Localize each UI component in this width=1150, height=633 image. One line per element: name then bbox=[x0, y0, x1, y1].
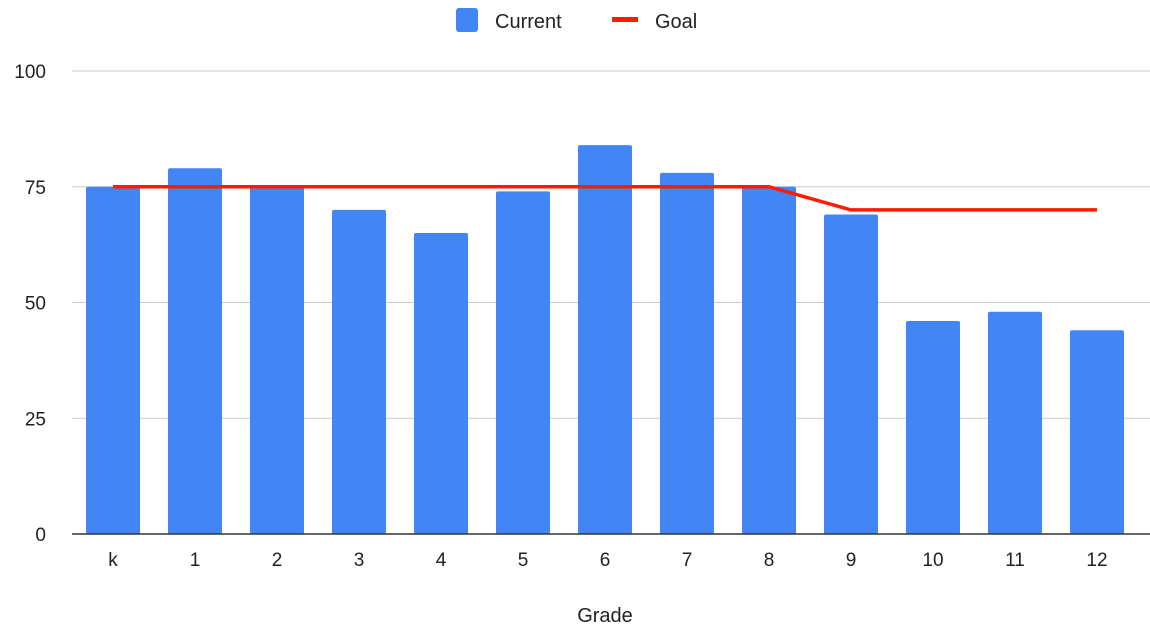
bar-11 bbox=[988, 311, 1042, 534]
x-tick-label: 1 bbox=[190, 550, 201, 571]
legend: Current Goal bbox=[456, 8, 697, 33]
bar-10 bbox=[906, 321, 960, 534]
x-tick-label: 9 bbox=[846, 550, 857, 571]
legend-label-goal: Goal bbox=[655, 11, 697, 33]
x-tick-label: 5 bbox=[518, 550, 529, 571]
bar-8 bbox=[742, 186, 796, 534]
bar-5 bbox=[496, 191, 550, 534]
x-tick-label: 12 bbox=[1086, 550, 1107, 571]
y-tick-label: 25 bbox=[25, 409, 46, 430]
x-tick-label: 10 bbox=[922, 550, 943, 571]
legend-swatch-goal bbox=[612, 17, 638, 22]
legend-swatch-current bbox=[456, 8, 478, 32]
y-tick-label: 100 bbox=[14, 62, 46, 83]
bar-12 bbox=[1070, 330, 1124, 534]
bar-2 bbox=[250, 186, 304, 534]
bar-1 bbox=[168, 168, 222, 535]
line-series-goal bbox=[113, 185, 1097, 212]
bar-series-current bbox=[86, 145, 1124, 535]
y-tick-label: 75 bbox=[25, 178, 46, 199]
bar-k bbox=[86, 186, 140, 534]
bar-3 bbox=[332, 209, 386, 534]
x-tick-label: 4 bbox=[436, 550, 447, 571]
y-axis-ticks: 0 25 50 75 100 bbox=[14, 62, 46, 546]
y-tick-label: 50 bbox=[25, 294, 46, 315]
y-tick-label: 0 bbox=[35, 525, 46, 546]
x-tick-label: 11 bbox=[1005, 550, 1025, 571]
bar-6 bbox=[578, 145, 632, 534]
x-axis-ticks: k 1 2 3 4 5 6 7 8 9 10 11 12 bbox=[108, 550, 1107, 571]
legend-label-current: Current bbox=[495, 11, 562, 33]
x-tick-label: 3 bbox=[354, 550, 365, 571]
bar-9 bbox=[824, 214, 878, 534]
x-tick-label: k bbox=[108, 550, 118, 571]
goal-line bbox=[113, 185, 1097, 212]
x-tick-label: 6 bbox=[600, 550, 611, 571]
x-tick-label: 2 bbox=[272, 550, 283, 571]
x-tick-label: 8 bbox=[764, 550, 775, 571]
x-tick-label: 7 bbox=[682, 550, 693, 571]
x-axis-title: Grade bbox=[577, 605, 633, 627]
bar-7 bbox=[660, 172, 714, 535]
bar-4 bbox=[414, 233, 468, 535]
